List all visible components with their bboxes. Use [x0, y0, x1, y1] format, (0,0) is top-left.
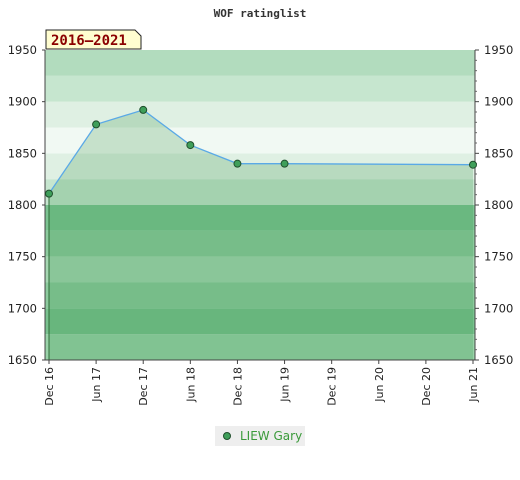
x-tick-label: Jun 17 [90, 367, 103, 403]
legend[interactable]: LIEW Gary [215, 426, 305, 446]
right-tick-label: 1800 [484, 198, 513, 212]
x-axis: Dec 16 Jun 17 Dec 17 Jun 18 Dec 18 Jun 19 Dec … [43, 359, 480, 406]
right-y-axis: 1650 1700 1750 1800 1850 1900 1950 [474, 43, 513, 367]
x-tick-label: Jun 18 [184, 367, 197, 403]
left-y-axis: 1650 1700 1750 1800 1850 1900 1950 [8, 43, 46, 367]
data-point [233, 159, 242, 168]
chart-title: WOF ratinglist [214, 7, 307, 20]
left-tick-label: 1700 [8, 301, 37, 315]
left-tick-label: 1750 [8, 250, 37, 264]
background-band [45, 75, 475, 102]
x-tick-label: Dec 20 [420, 367, 433, 406]
period-badge-label: 2016–2021 [51, 33, 127, 49]
left-tick-label: 1950 [8, 43, 37, 57]
area-fill [48, 109, 473, 360]
right-tick-label: 1950 [484, 43, 513, 57]
data-point [139, 105, 148, 114]
x-tick-label: Dec 16 [43, 367, 56, 406]
right-tick-label: 1850 [484, 146, 513, 160]
background-band [45, 230, 475, 257]
series-area [49, 109, 473, 360]
background-band [45, 50, 475, 76]
data-point [45, 189, 53, 198]
legend-marker [223, 432, 231, 440]
background-band [45, 101, 475, 128]
background-band [45, 256, 475, 283]
series-line [45, 105, 477, 198]
background-band [45, 334, 475, 360]
data-point [92, 120, 101, 129]
left-tick-label: 1650 [8, 353, 37, 367]
background-band [45, 153, 475, 180]
x-tick-label: Dec 17 [137, 367, 150, 406]
data-point [186, 141, 195, 150]
data-point [469, 160, 477, 169]
left-tick-label: 1850 [8, 146, 37, 160]
background-band [45, 205, 475, 231]
background-band [45, 179, 475, 205]
x-tick-label: Jun 21 [467, 367, 480, 403]
right-tick-label: 1900 [484, 95, 513, 109]
background-bands [45, 50, 475, 360]
left-tick-label: 1800 [8, 198, 37, 212]
period-badge-box [45, 29, 142, 50]
x-tick-label: Dec 18 [231, 367, 244, 406]
left-tick-label: 1900 [8, 95, 37, 109]
x-tick-label: Jun 19 [279, 367, 292, 403]
legend-label: LIEW Gary [240, 429, 302, 443]
right-tick-label: 1650 [484, 353, 513, 367]
right-tick-label: 1700 [484, 301, 513, 315]
data-point [280, 159, 289, 168]
period-badge: 2016–2021 [45, 29, 142, 50]
x-tick-label: Jun 20 [373, 367, 386, 403]
background-band [45, 282, 475, 309]
legend-box [215, 426, 305, 446]
background-band [45, 308, 475, 335]
x-tick-label: Dec 19 [326, 367, 339, 406]
background-band [45, 127, 475, 154]
right-tick-label: 1750 [484, 250, 513, 264]
